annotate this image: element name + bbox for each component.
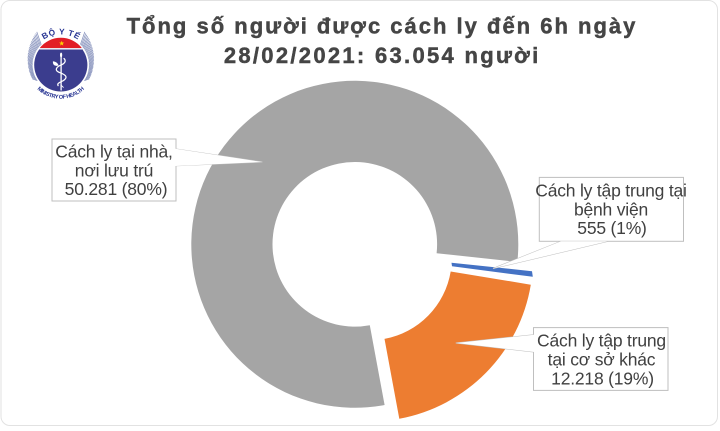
- svg-text:Tổng số người được cách ly đến: Tổng số người được cách ly đến 6h ngày: [127, 13, 638, 38]
- svg-text:28/02/2021: 63.054 người: 28/02/2021: 63.054 người: [224, 43, 541, 68]
- svg-text:nơi lưu trú: nơi lưu trú: [75, 160, 153, 180]
- svg-text:50.281 (80%): 50.281 (80%): [65, 179, 168, 199]
- svg-text:555 (1%): 555 (1%): [577, 218, 646, 238]
- svg-text:12.218 (19%): 12.218 (19%): [551, 368, 654, 388]
- svg-text:Cách ly tập trung: Cách ly tập trung: [537, 331, 666, 351]
- svg-text:bệnh viện: bệnh viện: [574, 199, 648, 219]
- svg-text:tại cơ sở khác: tại cơ sở khác: [548, 349, 656, 369]
- svg-text:BỘ Y TẾ: BỘ Y TẾ: [40, 26, 82, 42]
- svg-text:Cách ly tại nhà,: Cách ly tại nhà,: [55, 142, 172, 162]
- svg-text:Cách ly tập trung tại: Cách ly tập trung tại: [535, 180, 686, 200]
